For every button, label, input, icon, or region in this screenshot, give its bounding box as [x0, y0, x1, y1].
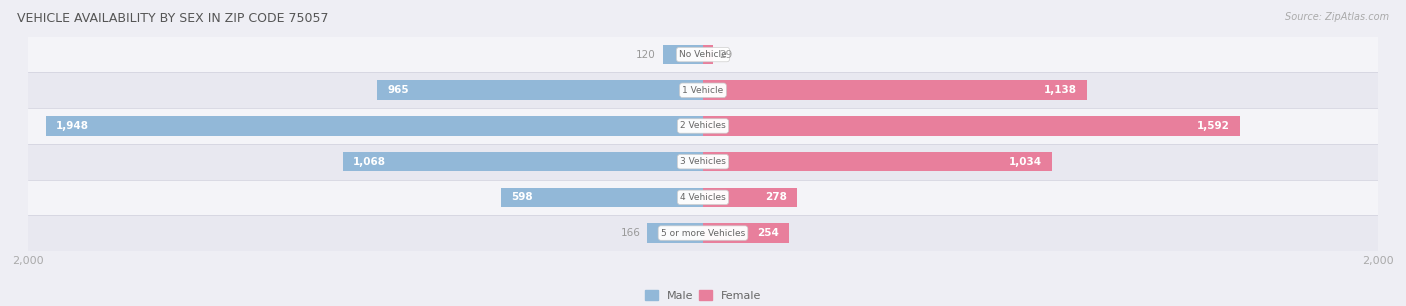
Bar [703, 116, 1240, 136]
Legend: Male, Female: Male, Female [640, 286, 766, 305]
Text: 1,068: 1,068 [353, 157, 385, 167]
Bar [662, 45, 703, 64]
Text: 278: 278 [765, 192, 787, 202]
Text: 965: 965 [388, 85, 409, 95]
Bar [28, 37, 1378, 73]
Bar [28, 180, 1378, 215]
Bar [28, 144, 1378, 180]
Bar [647, 223, 703, 243]
Text: 4 Vehicles: 4 Vehicles [681, 193, 725, 202]
Text: 120: 120 [636, 50, 655, 60]
Bar [45, 116, 703, 136]
Bar [703, 188, 797, 207]
Text: 1,138: 1,138 [1043, 85, 1077, 95]
Bar [703, 152, 1052, 171]
Text: 166: 166 [620, 228, 640, 238]
Bar [501, 188, 703, 207]
Bar [703, 45, 713, 64]
Bar [28, 215, 1378, 251]
Text: No Vehicle: No Vehicle [679, 50, 727, 59]
Text: 29: 29 [720, 50, 733, 60]
Bar [28, 108, 1378, 144]
Text: Source: ZipAtlas.com: Source: ZipAtlas.com [1285, 12, 1389, 22]
Text: 2 Vehicles: 2 Vehicles [681, 121, 725, 130]
Bar [28, 73, 1378, 108]
Bar [703, 223, 789, 243]
Text: VEHICLE AVAILABILITY BY SEX IN ZIP CODE 75057: VEHICLE AVAILABILITY BY SEX IN ZIP CODE … [17, 12, 329, 25]
Text: 1 Vehicle: 1 Vehicle [682, 86, 724, 95]
Bar [377, 80, 703, 100]
Text: 1,034: 1,034 [1008, 157, 1042, 167]
Text: 3 Vehicles: 3 Vehicles [681, 157, 725, 166]
Text: 1,592: 1,592 [1197, 121, 1230, 131]
Text: 5 or more Vehicles: 5 or more Vehicles [661, 229, 745, 237]
Text: 1,948: 1,948 [56, 121, 89, 131]
Text: 254: 254 [756, 228, 779, 238]
Bar [343, 152, 703, 171]
Bar [703, 80, 1087, 100]
Text: 598: 598 [512, 192, 533, 202]
